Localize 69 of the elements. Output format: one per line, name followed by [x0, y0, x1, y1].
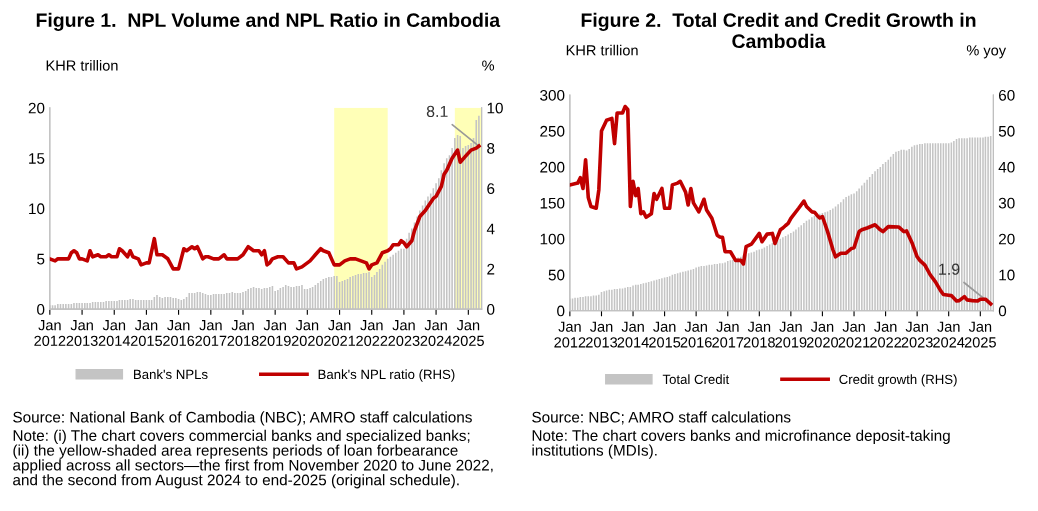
source-note: Source: National Bank of Cambodia (NBC); AMRO staff calculations	[13, 411, 472, 426]
line-series	[569, 104, 993, 306]
legend-label: Total Credit	[662, 374, 730, 385]
y-tick-label: 300	[540, 89, 565, 101]
x-tick-label: Jan 2025	[964, 321, 996, 348]
text: Note: (i) The chart covers commercial banks and specialized banks; (ii) the yellow-shaded area represents periods of loan forbearance applied across all sectors—the first from November 2020 to June 2022, and the second from August 2024 to end-2025 (original schedule).	[13, 429, 493, 489]
y-tick-label: 10	[29, 203, 45, 215]
y-tick-label: 200	[540, 161, 565, 173]
x-tick-label: Jan 2014	[98, 320, 131, 346]
y2-tick-label: 10	[487, 102, 503, 114]
x-tick-label: Jan 2015	[130, 320, 163, 346]
y-tick-label: 5	[37, 253, 45, 265]
x-tick-label: Jan 2018	[743, 321, 775, 348]
y-tick-label: 0	[37, 304, 45, 315]
y-tick-label: 0	[557, 305, 565, 317]
y2-tick-label: 40	[998, 161, 1015, 173]
x-tick-label: Jan 2022	[356, 320, 388, 346]
x-tick-label: Jan 2012	[554, 321, 586, 348]
chart-title: Figure 1. NPL Volume and NPL Ratio in Cambodia	[36, 12, 501, 31]
annotation: 8.1	[426, 105, 448, 118]
y-tick-label: 50	[548, 269, 565, 281]
x-tick-label: Jan 2016	[680, 321, 712, 348]
y2-tick-label: 50	[998, 125, 1015, 137]
text: Note: The chart covers banks and microfinance deposit-taking institutions (MDIs).	[532, 429, 950, 459]
y-tick-label: 15	[29, 153, 45, 164]
x-tick-label: Jan 2017	[195, 320, 227, 346]
x-tick-label: Jan 2023	[901, 321, 933, 348]
y2-axis-title: %	[482, 60, 495, 71]
y2-tick-label: 30	[998, 197, 1015, 209]
x-tick-label: Jan 2017	[712, 321, 744, 348]
x-tick-label: Jan 2024	[420, 320, 452, 346]
y-tick-label: 20	[28, 102, 45, 114]
legend-label: Bank's NPL ratio (RHS)	[318, 369, 455, 382]
y2-tick-label: 2	[487, 263, 495, 275]
x-tick-label: Jan 2021	[324, 320, 356, 346]
x-tick-label: Jan 2019	[259, 320, 291, 346]
y-axis-title: KHR trillion	[46, 60, 118, 71]
y2-tick-label: 60	[999, 89, 1015, 101]
y2-tick-label: 8	[487, 142, 495, 154]
x-tick-label: Jan 2021	[838, 321, 870, 348]
x-tick-label: Jan 2013	[586, 321, 618, 348]
source-note: Source: NBC; AMRO staff calculations	[532, 411, 791, 425]
legend-label: Bank's NPLs	[134, 369, 208, 380]
y2-tick-label: 4	[486, 223, 495, 235]
line-series	[49, 144, 481, 271]
y2-tick-label: 10	[999, 269, 1015, 281]
y2-tick-label: 0	[487, 304, 495, 315]
x-tick-label: Jan 2013	[66, 320, 98, 346]
y-tick-label: 100	[540, 233, 565, 245]
annotation: 1.9	[939, 263, 960, 275]
x-tick-label: Jan 2020	[806, 321, 839, 348]
x-tick-label: Jan 2020	[291, 320, 323, 346]
y2-axis-title: % yoy	[966, 45, 1007, 59]
x-tick-label: Jan 2012	[34, 320, 66, 346]
y-tick-label: 250	[540, 125, 565, 137]
x-tick-label: Jan 2023	[388, 320, 420, 346]
y2-tick-label: 20	[999, 233, 1015, 245]
x-tick-label: Jan 2022	[870, 321, 902, 348]
x-tick-label: Jan 2014	[617, 321, 649, 348]
x-tick-label: Jan 2015	[649, 321, 681, 348]
y-tick-label: 150	[540, 197, 565, 209]
x-tick-label: Jan 2016	[163, 320, 195, 346]
y2-tick-label: 6	[487, 183, 495, 195]
legend-label: Credit growth (RHS)	[839, 374, 957, 387]
x-tick-label: Jan 2024	[933, 321, 965, 348]
x-tick-label: Jan 2019	[775, 321, 807, 348]
y2-tick-label: 0	[998, 305, 1007, 317]
x-tick-label: Jan 2018	[227, 320, 259, 346]
x-tick-label: Jan 2025	[452, 320, 484, 346]
